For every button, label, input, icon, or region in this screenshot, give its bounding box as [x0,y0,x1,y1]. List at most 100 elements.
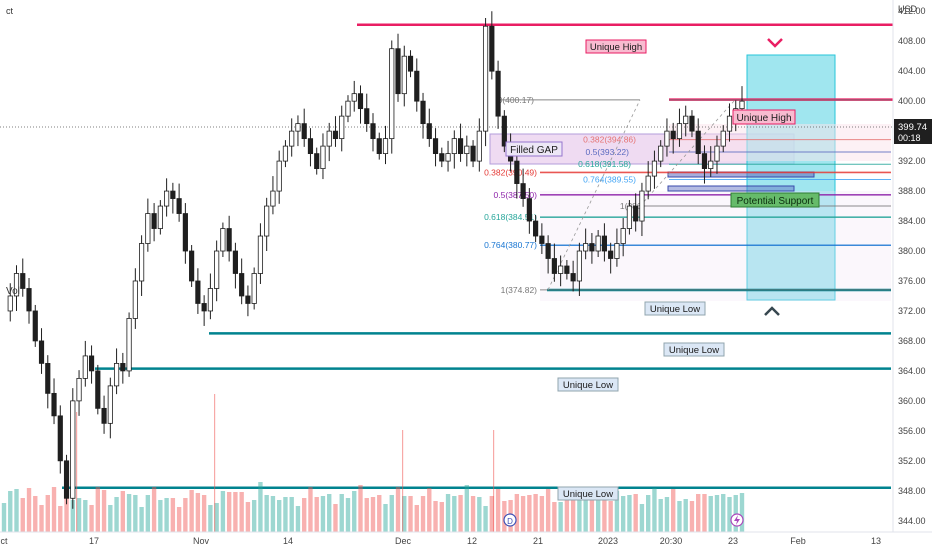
volume-bar [564,493,570,532]
y-tick-label: 384.00 [898,216,926,226]
volume-bar [220,491,226,532]
annotation-text: Unique Low [563,380,613,391]
candle-body [608,250,614,259]
earnings-event-icon[interactable] [730,513,744,527]
candle-body [495,70,501,117]
annotation-text: Unique High [590,42,642,53]
potential-support-label[interactable]: Potential Support [730,192,820,208]
candle-body [664,130,670,147]
candle-body [239,273,245,297]
volume-bar [333,504,338,532]
volume-bar [721,494,726,532]
fib-label: 0.618(391.58) [578,159,631,169]
candle-body [470,145,476,162]
annotation-text: Unique Low [650,304,700,315]
candle-body [13,273,20,297]
candle-body [633,205,639,222]
unique-low-label-2[interactable]: Unique Low [663,342,725,357]
volume-bar [214,503,219,532]
y-tick-label: 364.00 [898,366,926,376]
volume-bar [533,494,538,532]
y-tick-label: 408.00 [898,36,926,46]
x-tick-label: 23 [728,536,738,546]
support-box-2 [667,185,795,192]
volume-bar [201,495,207,532]
volume-bar [208,505,213,532]
candle-body [426,123,432,140]
volume-bar [189,490,194,532]
volume-bar [264,495,269,532]
candle-body [520,183,526,199]
candle-body [370,123,376,140]
candle-body [151,213,157,229]
volume-bar [239,492,244,532]
candle-body [314,153,320,169]
candle-body [63,460,70,499]
y-tick-label: 368.00 [898,336,926,346]
y-tick-label: 404.00 [898,66,926,76]
volume-bar [514,494,520,532]
x-axis-ticks: ct 17 Nov 14 Dec 12 21 2023 20:30 23 Feb 13 [0,536,881,546]
y-tick-label: 344.00 [898,516,926,526]
unique-high-top-label[interactable]: Unique High [585,39,647,54]
volume-bar [664,497,670,532]
volume-bar [151,487,157,532]
y-tick-label: 352.00 [898,456,926,466]
candle-body [526,198,532,222]
volume-bar [95,487,101,532]
volume-bar [195,493,201,532]
unique-high-mid-label[interactable]: Unique High [732,109,796,125]
annotation-text: Unique Low [563,489,613,500]
filled-gap-label[interactable]: Filled GAP [505,141,563,157]
candle-body [51,392,57,417]
y-tick-label: 372.00 [898,306,926,316]
x-tick-label: Feb [790,536,806,546]
candle-body [651,160,658,177]
candle-body [88,355,95,372]
x-tick-label: 2023 [598,536,618,546]
price-badge: 399.74 00:18 [894,119,932,144]
candle-body [326,130,332,147]
volume-bar [733,495,738,532]
candle-body [683,115,689,125]
candle-body [220,228,226,252]
y-tick-label: 380.00 [898,246,926,256]
volume-bar [627,495,632,532]
unique-low-label-4[interactable]: Unique Low [557,486,619,501]
volume-bar [477,497,482,532]
volume-bar [383,504,388,532]
volume-bar [183,498,188,532]
candle-body [295,123,301,132]
candle-body [583,243,589,252]
volume-bar [677,501,682,532]
candle-body [626,205,633,229]
candle-body [726,115,733,132]
volume-bar [101,490,107,532]
unique-low-label-3[interactable]: Unique Low [557,377,619,392]
candle-body [307,138,314,155]
volume-bar [327,494,332,532]
volume-bar [458,495,463,532]
volume-bar [502,501,507,532]
fib-label: 0.382(394.86) [583,135,636,145]
dividend-event-icon[interactable]: D [503,513,517,527]
fib-label: 0.764(389.55) [583,174,636,184]
volume-bar [539,496,545,532]
volume-bar [320,496,326,532]
unique-low-label-1[interactable]: Unique Low [644,301,706,316]
volume-bar [133,495,138,532]
x-tick-label: Nov [193,536,210,546]
volume-bar [570,496,576,532]
candle-body [445,153,451,162]
candle-body [214,250,220,289]
volume-bar [276,500,282,532]
volume-bar [645,495,651,532]
candle-body [345,100,351,117]
candle-body [695,130,701,155]
volume-bar [302,498,307,532]
volume-bar [489,496,495,532]
candle-body [551,258,557,274]
candle-body [595,235,601,252]
candle-body [720,130,726,147]
